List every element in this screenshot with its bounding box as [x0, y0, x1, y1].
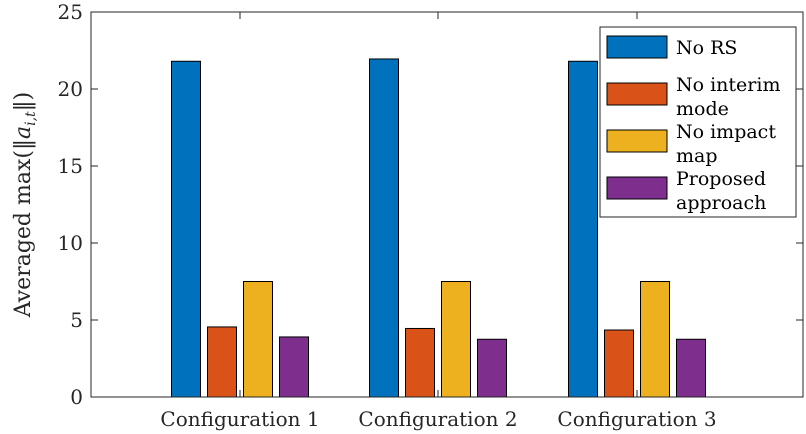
y-tick-label: 5: [70, 308, 83, 332]
bar-no-interim-mode: [405, 327, 435, 398]
x-tick-label: Configuration 2: [358, 407, 517, 431]
legend-label: mode: [676, 98, 729, 120]
y-axis-label-sub: i,t: [23, 111, 39, 126]
bar-no-rs: [369, 58, 399, 398]
legend-label: No RS: [676, 37, 737, 59]
legend-label: Proposed: [676, 168, 766, 190]
y-axis-label-prefix: Averaged max(‖: [11, 139, 36, 318]
bar-no-rs: [171, 60, 201, 398]
bar-no-impact-map: [441, 281, 471, 398]
y-axis-label-var: a: [11, 126, 36, 139]
legend-swatch: [606, 176, 668, 200]
y-tick-label: 10: [58, 231, 83, 255]
x-tick-label: Configuration 3: [557, 407, 716, 431]
bar-no-interim-mode: [604, 329, 634, 398]
bar-proposed-approach: [477, 338, 507, 398]
bar-no-interim-mode: [207, 326, 237, 398]
y-tick-label: 15: [58, 154, 83, 178]
x-ticks-group: Configuration 1 Configuration 2 Configurat…: [160, 12, 717, 431]
y-tick-label: 0: [70, 385, 83, 409]
x-tick-label: Configuration 1: [160, 407, 319, 431]
bar-proposed-approach: [676, 338, 706, 398]
bar-no-rs: [568, 60, 598, 398]
legend-swatch: [606, 129, 668, 153]
legend-label: approach: [676, 192, 766, 214]
bar-no-impact-map: [640, 281, 670, 398]
legend-label: No impact: [676, 121, 776, 143]
legend-label: map: [676, 145, 718, 167]
y-tick-label: 20: [58, 77, 83, 101]
y-ticks-group: 0 5 10 15 20 25: [58, 0, 803, 409]
legend-swatch: [606, 82, 668, 106]
legend-swatch: [606, 35, 668, 59]
y-axis-label-suffix: ‖): [11, 92, 36, 112]
bar-no-impact-map: [243, 281, 273, 398]
axes-box: [90, 11, 804, 398]
legend-label: No interim: [676, 74, 780, 96]
y-tick-label: 25: [58, 0, 83, 24]
bar-proposed-approach: [279, 336, 309, 398]
y-axis-label: Averaged max(‖ai,t‖): [11, 92, 39, 319]
